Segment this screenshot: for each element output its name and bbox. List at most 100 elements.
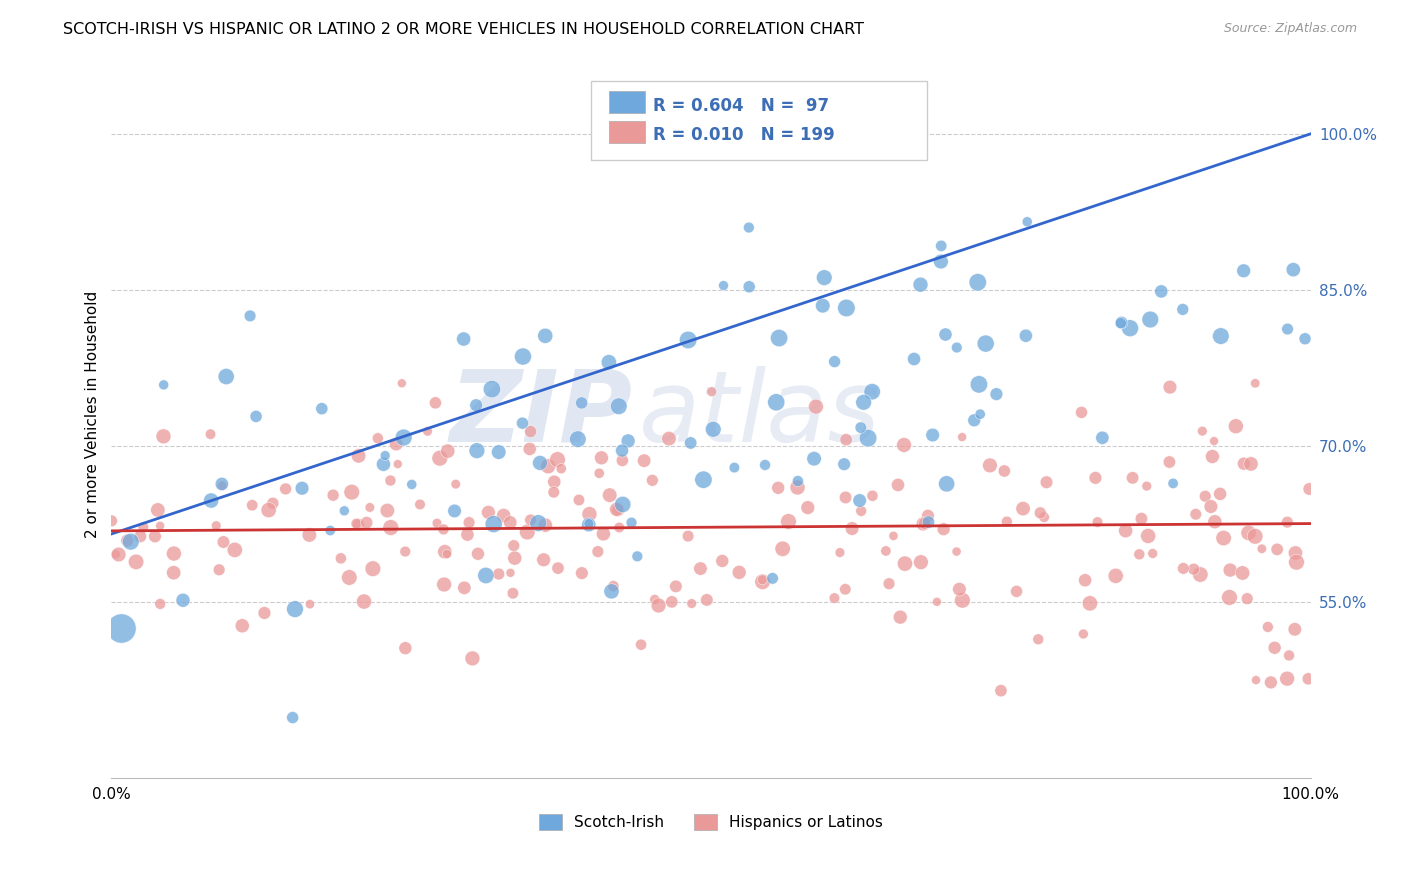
Point	[728, 566, 751, 580]
Point	[1159, 380, 1181, 394]
Point	[713, 278, 735, 293]
Point	[319, 524, 342, 538]
Point	[163, 566, 186, 580]
Point	[1282, 262, 1305, 277]
Point	[1240, 457, 1263, 471]
Point	[1201, 450, 1223, 464]
Point	[644, 592, 666, 607]
Point	[257, 503, 280, 517]
Point	[948, 582, 970, 597]
Point	[329, 551, 352, 566]
Point	[1078, 596, 1101, 610]
Point	[1204, 515, 1226, 529]
Point	[910, 277, 932, 292]
Point	[995, 515, 1018, 529]
Point	[1284, 622, 1306, 636]
Point	[945, 544, 967, 558]
Point	[533, 553, 555, 567]
Point	[416, 425, 439, 439]
Point	[929, 254, 952, 268]
Point	[578, 516, 600, 531]
Text: R = 0.604   N =  97: R = 0.604 N = 97	[654, 96, 830, 114]
Point	[835, 433, 858, 447]
Point	[211, 477, 233, 491]
Point	[392, 430, 415, 444]
Point	[359, 500, 381, 515]
Point	[391, 376, 413, 391]
Point	[929, 239, 952, 253]
Point	[1073, 627, 1095, 641]
Point	[1265, 542, 1288, 557]
Point	[436, 444, 458, 458]
Point	[925, 595, 948, 609]
Point	[1161, 476, 1184, 491]
Point	[1005, 584, 1028, 599]
Point	[921, 428, 943, 442]
Point	[537, 459, 560, 474]
Point	[761, 571, 783, 585]
Point	[1139, 312, 1161, 326]
Point	[696, 593, 718, 607]
Point	[499, 516, 522, 530]
Point	[200, 427, 222, 442]
Point	[361, 562, 384, 576]
Point	[702, 422, 724, 436]
Point	[689, 561, 711, 575]
Text: Source: ZipAtlas.com: Source: ZipAtlas.com	[1223, 22, 1357, 36]
Point	[347, 449, 370, 463]
Point	[607, 399, 630, 413]
Point	[534, 328, 557, 343]
Point	[768, 331, 790, 345]
Point	[253, 606, 276, 620]
Point	[1244, 673, 1267, 687]
Point	[661, 595, 683, 609]
Point	[986, 387, 1008, 401]
Point	[1159, 455, 1181, 469]
Point	[547, 452, 569, 467]
Point	[1278, 648, 1301, 663]
Point	[1184, 508, 1206, 522]
Point	[1189, 567, 1212, 582]
Point	[676, 529, 699, 543]
Point	[711, 554, 734, 568]
Point	[1173, 561, 1195, 575]
Point	[1194, 489, 1216, 503]
Point	[1233, 264, 1256, 278]
Point	[1087, 515, 1109, 529]
Point	[607, 503, 630, 517]
Point	[104, 547, 127, 561]
Point	[834, 582, 856, 597]
Point	[607, 520, 630, 534]
Point	[436, 547, 458, 561]
Point	[1209, 487, 1232, 501]
Point	[1137, 529, 1160, 543]
Point	[356, 516, 378, 530]
Point	[630, 638, 652, 652]
Point	[1218, 591, 1240, 605]
Point	[612, 498, 634, 512]
Point	[1233, 457, 1256, 471]
Point	[149, 518, 172, 533]
Point	[1111, 316, 1133, 330]
Point	[1105, 569, 1128, 583]
Point	[467, 547, 489, 561]
Point	[932, 522, 955, 536]
Point	[578, 517, 600, 532]
Point	[344, 516, 367, 531]
Point	[754, 458, 776, 472]
Point	[239, 309, 262, 323]
Point	[568, 493, 591, 508]
Point	[1029, 506, 1052, 520]
Point	[152, 377, 174, 392]
Point	[503, 551, 526, 566]
Point	[353, 594, 375, 608]
Point	[120, 534, 142, 549]
Point	[516, 525, 538, 540]
Point	[380, 474, 402, 488]
Point	[465, 398, 488, 412]
Point	[527, 516, 550, 530]
Point	[149, 597, 172, 611]
Point	[1202, 434, 1225, 448]
Point	[969, 407, 991, 421]
Point	[502, 586, 524, 600]
